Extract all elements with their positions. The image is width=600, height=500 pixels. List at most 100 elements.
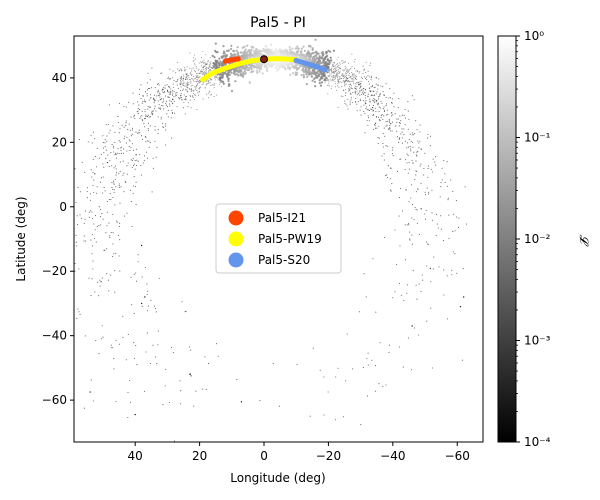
stream-particle	[132, 149, 135, 151]
stream-particle	[141, 276, 143, 278]
stream-particle	[191, 77, 193, 79]
stream-outlier	[189, 373, 191, 376]
stream-particle	[94, 229, 96, 231]
stream-particle	[103, 187, 105, 189]
stream-particle	[206, 80, 208, 82]
stream-particle	[109, 236, 111, 238]
stream-particle	[111, 255, 114, 258]
stream-particle	[202, 98, 204, 100]
stream-particle	[131, 304, 133, 306]
stream-particle	[97, 281, 99, 283]
stream-particle	[378, 125, 380, 128]
stream-particle	[376, 101, 378, 103]
stream-particle	[207, 60, 209, 62]
stream-particle	[190, 72, 192, 74]
stream-particle	[418, 142, 420, 144]
stream-particle	[168, 103, 171, 105]
stream-particle	[452, 190, 454, 192]
stream-particle	[335, 66, 337, 68]
stream-particle	[194, 78, 196, 80]
stream-particle	[372, 114, 374, 116]
stream-particle	[372, 258, 374, 260]
stream-particle	[347, 80, 349, 82]
stream-particle	[171, 91, 173, 93]
stream-particle	[310, 75, 313, 78]
stream-particle	[194, 80, 196, 83]
stream-particle	[375, 76, 377, 79]
stream-particle	[331, 65, 333, 67]
stream-particle	[208, 66, 210, 68]
stream-particle	[378, 106, 380, 108]
stream-particle	[157, 128, 159, 130]
stream-particle	[344, 95, 346, 97]
stream-particle	[339, 71, 341, 73]
stream-particle	[285, 50, 288, 53]
stream-particle	[92, 131, 94, 133]
stream-particle	[341, 86, 343, 88]
stream-particle	[165, 144, 167, 146]
stream-particle	[108, 290, 110, 292]
stream-particle	[374, 107, 376, 109]
stream-particle	[147, 72, 149, 74]
stream-particle	[367, 70, 369, 72]
stream-particle	[171, 137, 173, 139]
stream-particle	[222, 63, 225, 66]
stream-particle	[339, 78, 341, 80]
stream-particle	[157, 344, 159, 346]
stream-particle	[302, 69, 305, 72]
stream-particle	[391, 98, 393, 100]
stream-particle	[360, 106, 362, 108]
stream-particle	[412, 95, 414, 97]
stream-particle	[342, 416, 344, 418]
stream-particle	[219, 60, 222, 63]
stream-particle	[297, 50, 300, 53]
stream-particle	[155, 110, 157, 112]
stream-particle	[157, 116, 159, 118]
stream-particle	[149, 87, 151, 89]
stream-particle	[243, 45, 246, 48]
stream-particle	[377, 103, 379, 105]
stream-particle	[323, 78, 326, 81]
track-point-pal5-pw19	[274, 56, 280, 62]
stream-particle	[77, 308, 79, 310]
stream-particle	[319, 369, 321, 371]
y-tick-label: −60	[42, 393, 67, 407]
stream-particle	[236, 378, 238, 380]
stream-particle	[198, 82, 200, 84]
stream-particle	[75, 234, 77, 236]
stream-particle	[152, 110, 154, 112]
stream-particle	[347, 108, 349, 110]
stream-particle	[151, 87, 153, 89]
stream-particle	[156, 95, 158, 97]
stream-particle	[203, 70, 205, 72]
stream-particle	[401, 142, 404, 144]
stream-particle	[424, 213, 426, 215]
stream-particle	[173, 100, 175, 103]
stream-particle	[74, 270, 76, 272]
stream-particle	[336, 59, 338, 61]
stream-particle	[165, 129, 167, 131]
stream-particle	[108, 222, 110, 224]
stream-particle	[109, 160, 111, 162]
stream-particle	[140, 97, 142, 100]
stream-particle	[105, 124, 107, 126]
stream-particle	[369, 101, 371, 103]
stream-particle	[90, 239, 92, 241]
stream-particle	[360, 89, 362, 92]
stream-particle	[187, 75, 189, 77]
stream-particle	[214, 76, 216, 78]
stream-particle	[131, 166, 133, 169]
stream-particle	[202, 50, 204, 53]
stream-particle	[143, 159, 145, 161]
stream-particle	[160, 116, 162, 118]
stream-particle	[420, 163, 422, 165]
stream-particle	[102, 192, 104, 194]
stream-particle	[424, 194, 427, 196]
stream-particle	[210, 82, 212, 84]
stream-particle	[333, 77, 335, 79]
stream-particle	[252, 70, 255, 73]
stream-particle	[122, 160, 124, 162]
stream-particle	[171, 109, 173, 111]
stream-particle	[364, 89, 366, 91]
stream-particle	[342, 62, 344, 64]
